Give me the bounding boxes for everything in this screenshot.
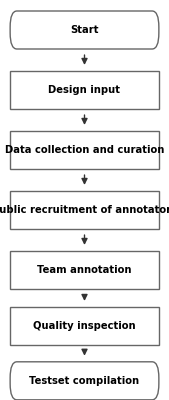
FancyBboxPatch shape (10, 71, 159, 109)
Text: Start: Start (70, 25, 99, 35)
Text: Public recruitment of annotators: Public recruitment of annotators (0, 205, 169, 215)
Text: Quality inspection: Quality inspection (33, 321, 136, 331)
FancyBboxPatch shape (10, 307, 159, 345)
FancyBboxPatch shape (10, 131, 159, 169)
Text: Team annotation: Team annotation (37, 265, 132, 275)
FancyBboxPatch shape (10, 11, 159, 49)
Text: Design input: Design input (49, 85, 120, 95)
FancyBboxPatch shape (10, 191, 159, 229)
Text: Testset compilation: Testset compilation (29, 376, 140, 386)
FancyBboxPatch shape (10, 362, 159, 400)
FancyBboxPatch shape (10, 251, 159, 289)
Text: Data collection and curation: Data collection and curation (5, 145, 164, 155)
